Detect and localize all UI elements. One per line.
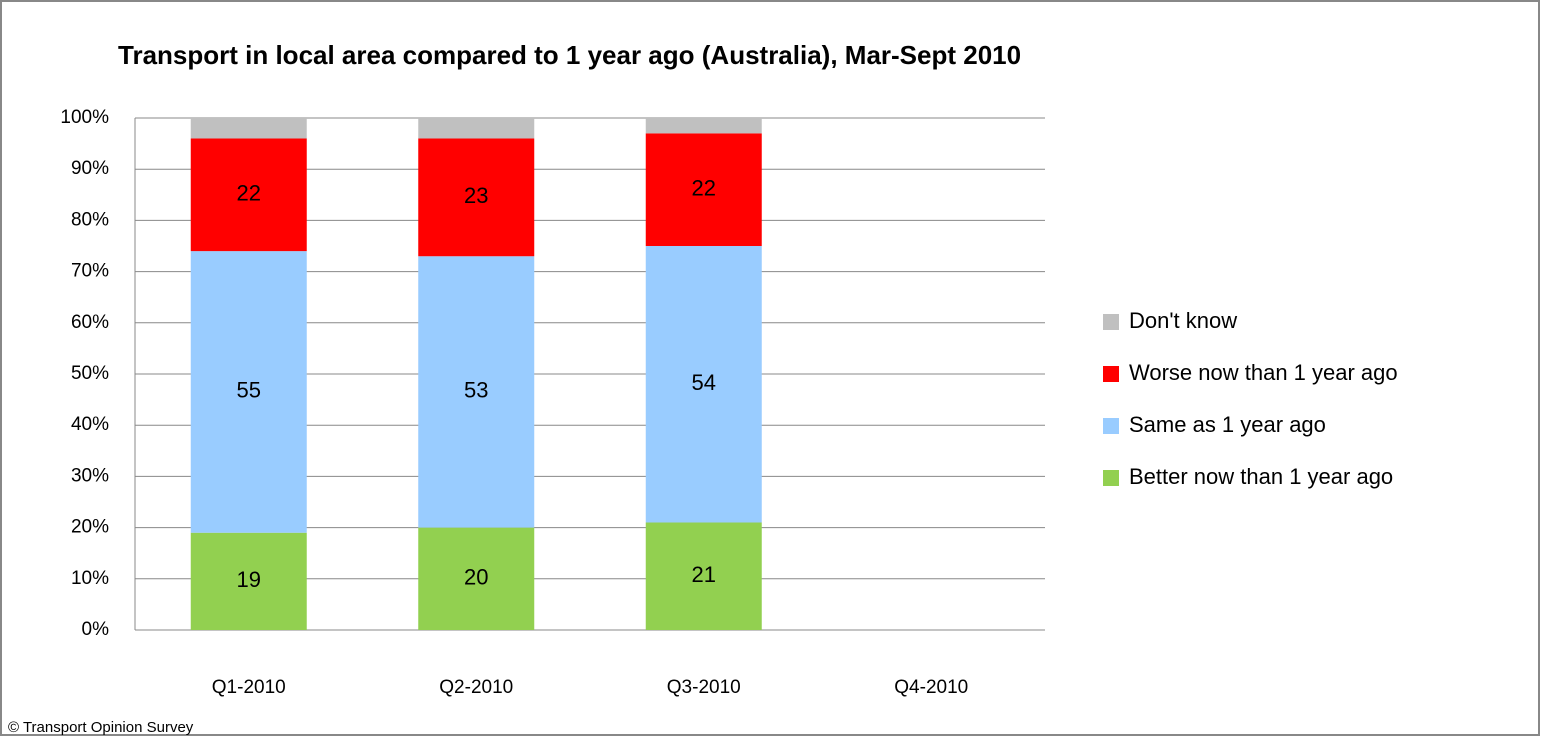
data-label: 54 xyxy=(692,370,716,395)
y-tick-label: 0% xyxy=(82,619,110,640)
bar-segment xyxy=(190,118,307,139)
data-label: 20 xyxy=(464,565,488,590)
bar-segment xyxy=(645,133,762,246)
x-tick-label: Q3-2010 xyxy=(667,677,741,698)
legend-label: Don't know xyxy=(1129,308,1237,333)
y-tick-label: 40% xyxy=(71,414,109,435)
data-label: 23 xyxy=(464,183,488,208)
y-tick-label: 20% xyxy=(71,517,109,538)
data-label: 53 xyxy=(464,378,488,403)
bar-segment xyxy=(418,138,535,257)
y-tick-label: 100% xyxy=(60,107,109,128)
legend-swatch xyxy=(1103,470,1119,486)
data-label: 22 xyxy=(237,181,261,206)
y-tick-label: 30% xyxy=(71,465,109,486)
y-tick-label: 70% xyxy=(71,261,109,282)
bar-segment xyxy=(418,527,535,630)
bar-segment xyxy=(190,532,307,630)
bar-segment xyxy=(645,522,762,630)
bar-segment xyxy=(418,256,535,528)
chart-title: Transport in local area compared to 1 ye… xyxy=(118,40,1021,70)
x-tick-label: Q1-2010 xyxy=(212,677,286,698)
y-tick-label: 90% xyxy=(71,158,109,179)
legend-label: Better now than 1 year ago xyxy=(1129,464,1393,489)
x-tick-label: Q4-2010 xyxy=(894,677,968,698)
source-note: © Transport Opinion Survey xyxy=(8,719,194,736)
legend-swatch xyxy=(1103,314,1119,330)
y-tick-label: 80% xyxy=(71,209,109,230)
data-label: 21 xyxy=(692,562,716,587)
legend-label: Worse now than 1 year ago xyxy=(1129,360,1398,385)
bar-segment xyxy=(190,251,307,533)
bar-segment xyxy=(645,246,762,523)
legend-label: Same as 1 year ago xyxy=(1129,412,1326,437)
legend-swatch xyxy=(1103,418,1119,434)
bar-segment xyxy=(190,138,307,252)
bar-segment xyxy=(645,118,762,134)
data-label: 19 xyxy=(237,567,261,592)
legend-swatch xyxy=(1103,366,1119,382)
y-tick-label: 60% xyxy=(71,312,109,333)
x-tick-label: Q2-2010 xyxy=(439,677,513,698)
data-label: 22 xyxy=(692,175,716,200)
bar-segment xyxy=(418,118,535,139)
data-label: 55 xyxy=(237,378,261,403)
y-tick-label: 50% xyxy=(71,363,109,384)
y-tick-label: 10% xyxy=(71,568,109,589)
